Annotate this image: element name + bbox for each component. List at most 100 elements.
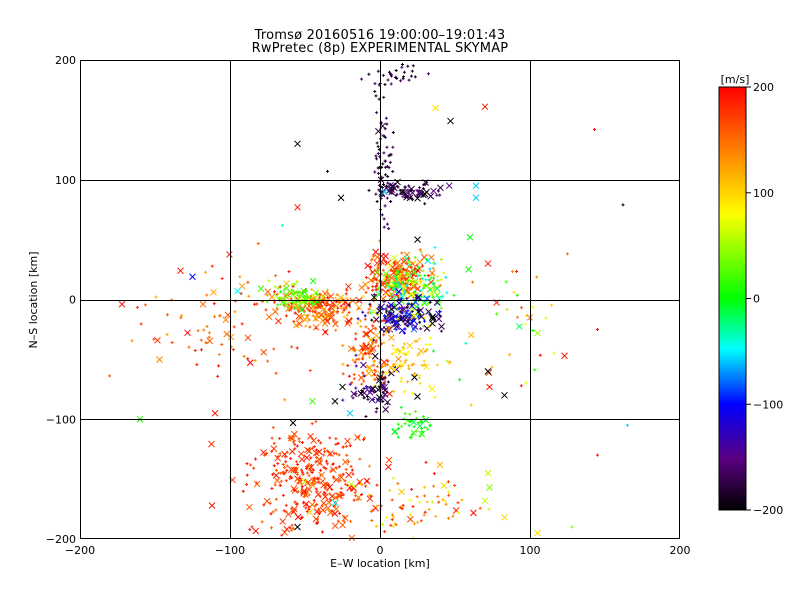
data-point-cross bbox=[291, 430, 298, 438]
data-point-plus bbox=[377, 188, 381, 192]
data-point-plus bbox=[538, 353, 542, 357]
data-point-plus bbox=[288, 474, 292, 478]
data-point-plus bbox=[385, 196, 389, 200]
data-point-plus bbox=[515, 293, 519, 297]
data-point-plus bbox=[447, 361, 451, 365]
data-point-plus bbox=[284, 314, 288, 318]
data-point-plus bbox=[280, 533, 284, 537]
data-point-plus bbox=[360, 389, 364, 393]
data-point-plus bbox=[207, 331, 211, 335]
y-tick-label: 200 bbox=[55, 54, 76, 67]
data-point-cross bbox=[394, 362, 402, 370]
data-point-plus bbox=[193, 349, 197, 353]
data-point-plus bbox=[314, 420, 318, 424]
data-point-plus bbox=[431, 295, 435, 299]
data-point-cross bbox=[408, 302, 416, 310]
data-point-plus bbox=[408, 316, 412, 320]
data-point-plus bbox=[281, 463, 285, 467]
data-point-plus bbox=[382, 277, 386, 281]
data-point-plus bbox=[372, 377, 376, 381]
data-point-cross bbox=[428, 269, 436, 277]
data-point-plus bbox=[421, 269, 425, 273]
data-point-plus bbox=[391, 283, 395, 287]
data-point-plus bbox=[364, 290, 368, 294]
data-point-plus bbox=[570, 525, 574, 529]
data-point-plus bbox=[354, 364, 358, 368]
data-point-plus bbox=[428, 336, 432, 340]
data-point-plus bbox=[424, 278, 428, 282]
data-point-cross bbox=[438, 323, 445, 330]
data-point-plus bbox=[331, 475, 335, 479]
data-point-cross bbox=[359, 344, 366, 352]
data-point-plus bbox=[425, 348, 429, 352]
data-point-plus bbox=[130, 339, 134, 343]
data-point-plus bbox=[432, 282, 436, 286]
data-point-plus bbox=[373, 82, 377, 86]
data-point-plus bbox=[216, 374, 220, 378]
data-point-plus bbox=[389, 153, 393, 157]
data-point-plus bbox=[295, 502, 299, 506]
data-point-plus bbox=[385, 516, 389, 520]
data-point-plus bbox=[434, 514, 438, 518]
data-point-plus bbox=[403, 412, 407, 416]
data-point-plus bbox=[406, 302, 410, 306]
data-point-plus bbox=[217, 364, 221, 368]
data-point-plus bbox=[207, 335, 211, 339]
data-point-cross bbox=[320, 306, 327, 313]
data-point-cross bbox=[430, 187, 437, 195]
data-point-cross bbox=[425, 308, 432, 315]
data-point-plus bbox=[345, 453, 349, 457]
data-point-plus bbox=[272, 441, 276, 445]
data-point-cross bbox=[415, 308, 422, 316]
data-point-plus bbox=[373, 90, 377, 94]
data-point-plus bbox=[296, 462, 300, 466]
data-point-plus bbox=[395, 290, 399, 294]
data-point-plus bbox=[409, 279, 413, 283]
data-point-plus bbox=[196, 329, 200, 333]
data-point-plus bbox=[394, 277, 398, 281]
data-point-cross bbox=[294, 203, 301, 211]
data-point-plus bbox=[375, 406, 379, 410]
data-point-cross bbox=[384, 463, 392, 471]
data-point-plus bbox=[296, 490, 300, 494]
data-point-plus bbox=[307, 493, 311, 497]
data-point-plus bbox=[294, 460, 298, 464]
data-point-plus bbox=[335, 311, 339, 315]
data-point-plus bbox=[406, 309, 410, 313]
data-point-plus bbox=[295, 473, 299, 477]
data-point-plus bbox=[384, 165, 388, 169]
data-point-plus bbox=[426, 274, 430, 278]
data-point-plus bbox=[325, 304, 329, 308]
data-point-cross bbox=[376, 394, 383, 401]
colorbar-tick-labels: 200 100 0 −100 −200 bbox=[746, 81, 783, 517]
data-point-plus bbox=[284, 479, 288, 483]
data-point-plus bbox=[337, 453, 341, 457]
data-point-plus bbox=[391, 288, 395, 292]
data-point-plus bbox=[383, 313, 387, 317]
data-point-plus bbox=[351, 396, 355, 400]
data-point-plus bbox=[317, 480, 321, 484]
x-tick-label: −200 bbox=[65, 544, 95, 557]
data-point-plus bbox=[422, 363, 426, 367]
data-point-cross bbox=[246, 503, 253, 511]
data-point-cross bbox=[324, 504, 332, 512]
data-point-plus bbox=[319, 293, 323, 297]
data-point-plus bbox=[384, 275, 388, 279]
data-point-plus bbox=[290, 345, 294, 349]
data-point-plus bbox=[407, 364, 410, 368]
data-point-plus bbox=[285, 468, 289, 472]
data-point-plus bbox=[343, 479, 347, 483]
data-point-cross bbox=[486, 383, 493, 391]
data-point-cross bbox=[309, 477, 317, 485]
data-point-plus bbox=[417, 316, 421, 320]
data-point-plus bbox=[295, 346, 299, 350]
data-point-plus bbox=[309, 469, 313, 473]
data-point-plus bbox=[354, 392, 358, 396]
data-point-plus bbox=[270, 436, 274, 440]
data-point-cross bbox=[400, 305, 408, 313]
data-point-plus bbox=[374, 154, 378, 158]
data-point-plus bbox=[232, 325, 236, 329]
data-point-cross bbox=[387, 364, 395, 372]
data-point-plus bbox=[565, 252, 569, 256]
data-point-cross bbox=[364, 262, 372, 270]
